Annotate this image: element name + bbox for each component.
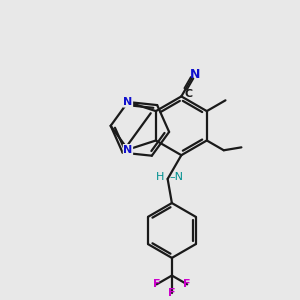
Text: F: F <box>168 288 176 298</box>
Text: –N: –N <box>169 172 184 182</box>
Text: C: C <box>184 89 193 99</box>
Text: H: H <box>156 172 164 182</box>
Text: N: N <box>123 97 133 107</box>
Text: F: F <box>183 279 191 289</box>
Text: F: F <box>153 279 160 289</box>
Text: N: N <box>123 145 133 154</box>
Text: N: N <box>190 68 200 81</box>
